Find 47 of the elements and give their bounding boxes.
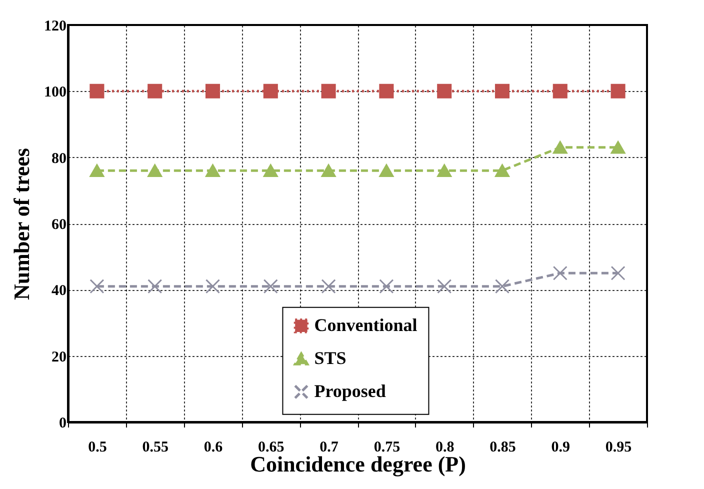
x-tick-label: 0.5 [88, 440, 107, 456]
point [148, 279, 162, 294]
point [610, 84, 626, 98]
x-tick-label: 0.55 [142, 440, 168, 456]
legend-label: Proposed [314, 380, 386, 401]
point [494, 84, 510, 98]
legend-label: STS [314, 348, 346, 368]
y-tick-label: 60 [52, 217, 66, 233]
point [379, 164, 394, 177]
x-tick-label: 0.85 [490, 440, 516, 456]
y-tick-label: 20 [52, 349, 66, 366]
point [205, 164, 220, 177]
point [90, 84, 104, 98]
point [437, 279, 452, 294]
point [494, 279, 510, 294]
point [610, 266, 626, 280]
point [437, 164, 452, 177]
y-tick-label: 0 [59, 416, 66, 432]
x-tick-label: 0.9 [551, 440, 570, 456]
point [263, 279, 278, 294]
y-axis-title: Number of trees [9, 148, 34, 300]
point [379, 279, 394, 294]
legend-label: Conventional [314, 314, 418, 335]
point [552, 141, 568, 154]
x-tick-label: 0.6 [204, 440, 224, 456]
point [321, 84, 336, 98]
y-tick-label: 100 [44, 84, 66, 101]
point [90, 164, 104, 177]
point [379, 84, 394, 98]
point [90, 279, 104, 294]
point [552, 266, 568, 280]
point [148, 84, 162, 98]
point [321, 164, 336, 177]
point [148, 164, 162, 177]
point [205, 84, 220, 98]
point [437, 84, 452, 98]
point [610, 141, 626, 154]
point [552, 84, 568, 98]
y-tick-label: 40 [52, 283, 66, 300]
point [263, 164, 278, 177]
point [494, 164, 510, 177]
x-tick-label: 0.95 [605, 440, 632, 456]
y-tick-label: 80 [52, 150, 66, 167]
point [205, 279, 220, 294]
point [263, 84, 278, 98]
y-tick-label: 120 [44, 18, 66, 34]
point [321, 279, 336, 294]
